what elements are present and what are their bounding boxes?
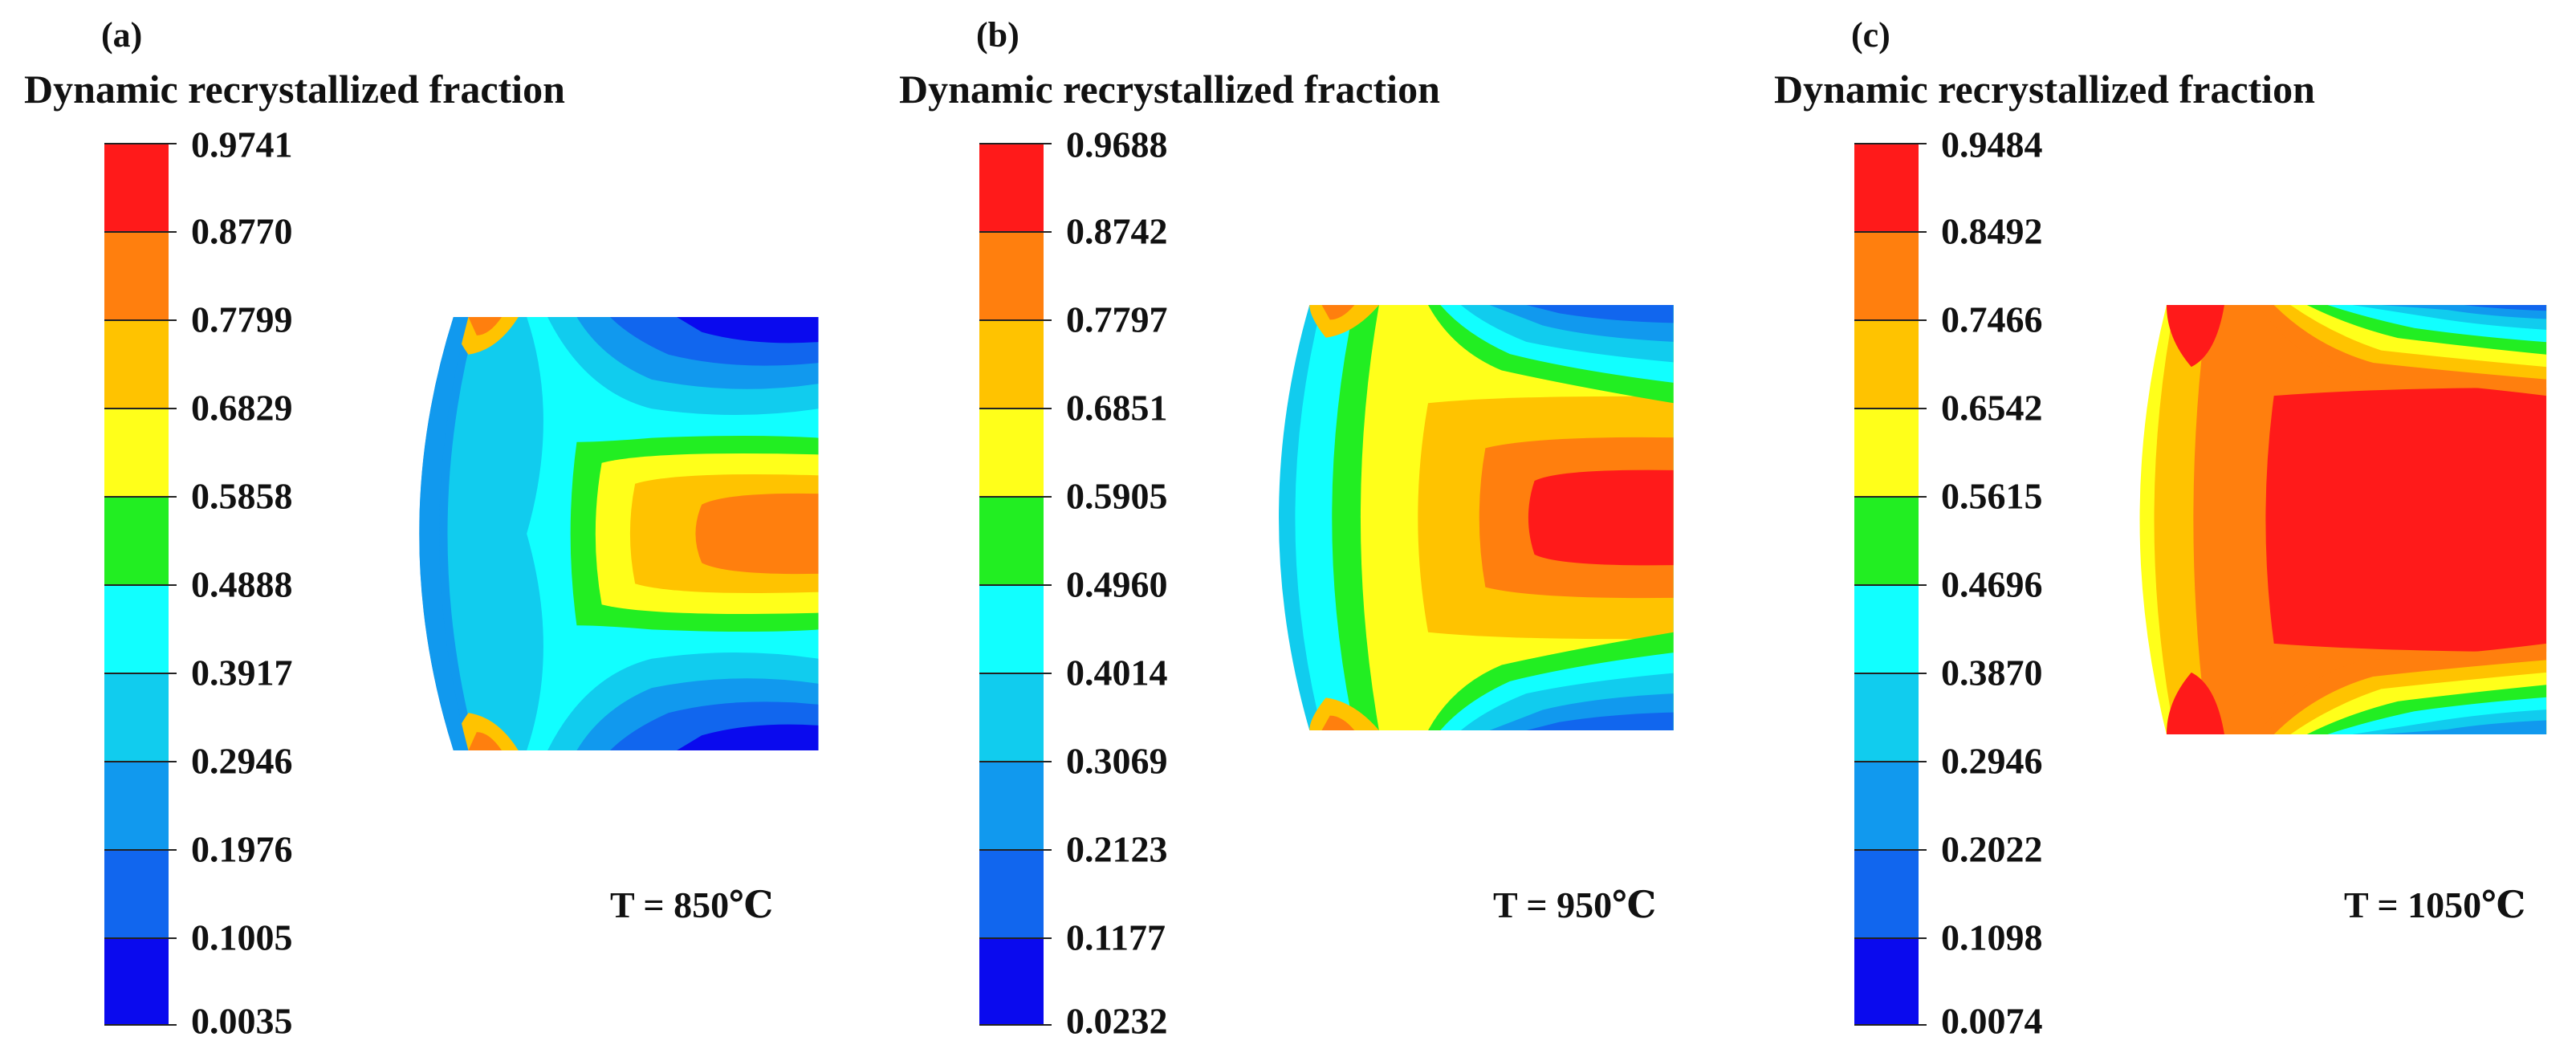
tick-label: 0.5858 <box>191 475 293 517</box>
panel-b: (b) Dynamic recrystallized fraction 0.96… <box>899 0 1766 1057</box>
colorbar <box>104 143 169 1026</box>
temperature-label: T = 850℃ <box>610 884 774 925</box>
tick-label: 0.4888 <box>191 563 293 605</box>
contour-plot <box>1279 305 1674 730</box>
tick-label: 0.2123 <box>1066 828 1168 870</box>
legend-title: Dynamic recrystallized fraction <box>24 67 565 112</box>
temperature-label: T = 950℃ <box>1493 884 1657 925</box>
tick-label: 0.1976 <box>191 828 293 870</box>
tick-label: 0.1005 <box>191 917 293 958</box>
tick-label: 0.2022 <box>1941 828 2043 870</box>
tick-label: 0.3870 <box>1941 652 2043 693</box>
legend-title: Dynamic recrystallized fraction <box>899 67 1440 112</box>
panel-label: (b) <box>976 15 1019 55</box>
contour-plot <box>2139 305 2547 734</box>
tick-label: 0.0232 <box>1066 1000 1168 1042</box>
tick-label: 0.6851 <box>1066 387 1168 429</box>
tick-label: 0.7797 <box>1066 299 1168 340</box>
contour-plot <box>419 317 819 750</box>
tick-label: 0.5905 <box>1066 475 1168 517</box>
tick-label: 0.0035 <box>191 1000 293 1042</box>
tick-label: 0.2946 <box>191 740 293 782</box>
panel-label: (a) <box>101 15 143 55</box>
tick-label: 0.4960 <box>1066 563 1168 605</box>
tick-label: 0.8492 <box>1941 210 2043 252</box>
tick-label: 0.4014 <box>1066 652 1168 693</box>
colorbar <box>1854 143 1919 1026</box>
panel-label: (c) <box>1851 15 1890 55</box>
tick-label: 0.9688 <box>1066 124 1168 165</box>
tick-label: 0.8770 <box>191 210 293 252</box>
tick-label: 0.2946 <box>1941 740 2043 782</box>
panel-c: (c) Dynamic recrystallized fraction 0.94… <box>1774 0 2576 1057</box>
legend-title: Dynamic recrystallized fraction <box>1774 67 2315 112</box>
tick-label: 0.9741 <box>191 124 293 165</box>
tick-label: 0.7799 <box>191 299 293 340</box>
tick-label: 0.6542 <box>1941 387 2043 429</box>
tick-label: 0.5615 <box>1941 475 2043 517</box>
tick-label: 0.1177 <box>1066 917 1166 958</box>
tick-label: 0.4696 <box>1941 563 2043 605</box>
colorbar <box>979 143 1044 1026</box>
tick-label: 0.0074 <box>1941 1000 2043 1042</box>
panel-a: (a) Dynamic recrystallized fraction 0.97… <box>24 0 891 1057</box>
tick-label: 0.7466 <box>1941 299 2043 340</box>
tick-label: 0.3917 <box>191 652 293 693</box>
temperature-label: T = 1050℃ <box>2344 884 2526 925</box>
tick-label: 0.3069 <box>1066 740 1168 782</box>
tick-label: 0.9484 <box>1941 124 2043 165</box>
tick-label: 0.8742 <box>1066 210 1168 252</box>
tick-label: 0.1098 <box>1941 917 2043 958</box>
tick-label: 0.6829 <box>191 387 293 429</box>
